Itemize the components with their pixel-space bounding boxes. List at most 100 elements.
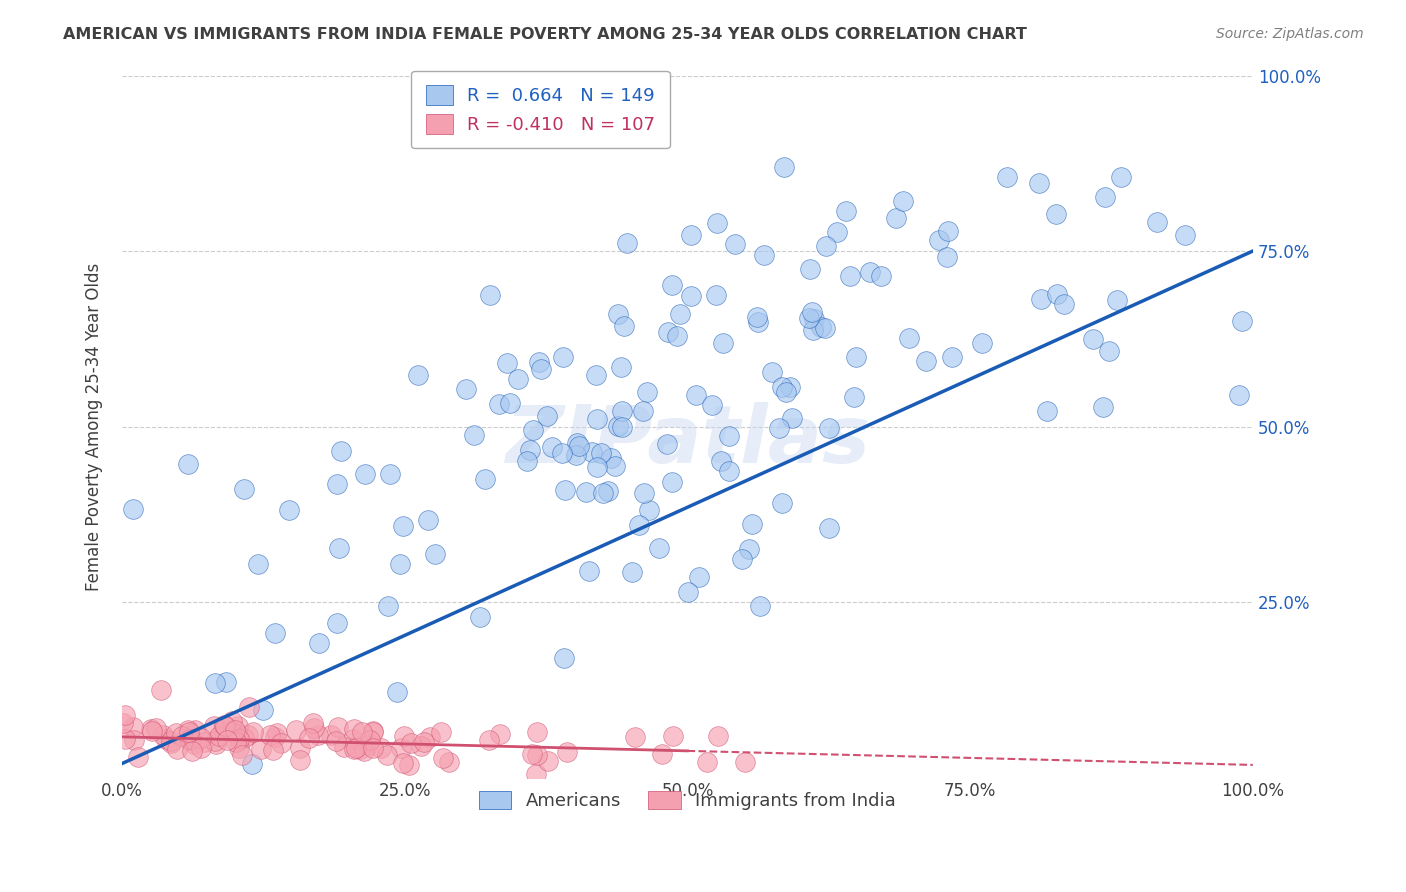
Point xyxy=(122,732,145,747)
Point xyxy=(392,756,415,770)
Point xyxy=(394,729,416,743)
Point xyxy=(160,734,183,748)
Point xyxy=(499,396,522,410)
Point xyxy=(1227,388,1250,402)
Point xyxy=(114,708,136,723)
Point xyxy=(706,216,728,230)
Point xyxy=(184,723,207,738)
Point xyxy=(666,329,689,343)
Point xyxy=(326,476,349,491)
Point xyxy=(423,547,446,561)
Point xyxy=(343,742,366,756)
Point xyxy=(160,736,183,750)
Point xyxy=(190,740,212,755)
Point xyxy=(914,354,936,368)
Point xyxy=(326,616,349,631)
Point xyxy=(221,714,243,729)
Point xyxy=(252,703,274,717)
Point xyxy=(773,160,796,174)
Point xyxy=(839,268,862,283)
Point xyxy=(333,739,356,754)
Point xyxy=(149,682,172,697)
Point xyxy=(1109,170,1132,185)
Point xyxy=(204,676,226,690)
Point xyxy=(596,484,619,499)
Point xyxy=(141,723,163,738)
Point xyxy=(1098,344,1121,359)
Point xyxy=(638,503,661,517)
Point xyxy=(221,724,243,739)
Point xyxy=(609,359,631,374)
Point xyxy=(392,519,415,533)
Point xyxy=(526,725,548,739)
Point xyxy=(1094,189,1116,203)
Point xyxy=(752,248,775,262)
Point xyxy=(676,584,699,599)
Point xyxy=(589,446,612,460)
Point xyxy=(553,651,575,665)
Point xyxy=(516,453,538,467)
Point xyxy=(179,733,201,747)
Point xyxy=(205,738,228,752)
Point xyxy=(401,736,423,750)
Point xyxy=(377,599,399,613)
Point xyxy=(810,320,832,334)
Point xyxy=(180,733,202,747)
Point xyxy=(1028,176,1050,190)
Point xyxy=(655,436,678,450)
Point xyxy=(842,390,865,404)
Point xyxy=(389,558,412,572)
Point xyxy=(799,310,821,325)
Point xyxy=(633,486,655,500)
Point xyxy=(290,741,312,756)
Point xyxy=(1036,403,1059,417)
Point xyxy=(342,732,364,747)
Point xyxy=(298,731,321,746)
Point xyxy=(669,307,692,321)
Point xyxy=(226,719,249,733)
Point xyxy=(228,740,250,755)
Point xyxy=(799,261,821,276)
Point xyxy=(731,552,754,566)
Point xyxy=(214,718,236,732)
Point xyxy=(406,368,429,383)
Point xyxy=(941,350,963,364)
Point xyxy=(1230,314,1253,328)
Point xyxy=(180,744,202,758)
Point xyxy=(437,756,460,770)
Point xyxy=(624,730,647,744)
Point xyxy=(114,732,136,747)
Point xyxy=(349,742,371,756)
Point xyxy=(801,323,824,337)
Y-axis label: Female Poverty Among 25-34 Year Olds: Female Poverty Among 25-34 Year Olds xyxy=(86,262,103,591)
Point xyxy=(177,723,200,737)
Point xyxy=(141,722,163,736)
Point xyxy=(814,238,837,252)
Point xyxy=(377,747,399,762)
Point xyxy=(361,724,384,739)
Point xyxy=(928,233,950,247)
Point xyxy=(768,421,790,435)
Point xyxy=(935,250,957,264)
Point xyxy=(1081,332,1104,346)
Point xyxy=(179,731,201,746)
Point xyxy=(479,287,502,301)
Point xyxy=(550,446,572,460)
Point xyxy=(612,420,634,434)
Point xyxy=(354,467,377,481)
Point xyxy=(236,728,259,742)
Point xyxy=(662,729,685,743)
Point xyxy=(749,599,772,613)
Point xyxy=(813,320,835,334)
Point xyxy=(522,747,544,761)
Point xyxy=(613,319,636,334)
Point xyxy=(454,382,477,396)
Point xyxy=(389,741,412,756)
Point xyxy=(127,749,149,764)
Point xyxy=(215,675,238,690)
Point xyxy=(179,731,201,746)
Point xyxy=(145,721,167,735)
Point xyxy=(489,726,512,740)
Point xyxy=(747,315,769,329)
Point xyxy=(661,475,683,489)
